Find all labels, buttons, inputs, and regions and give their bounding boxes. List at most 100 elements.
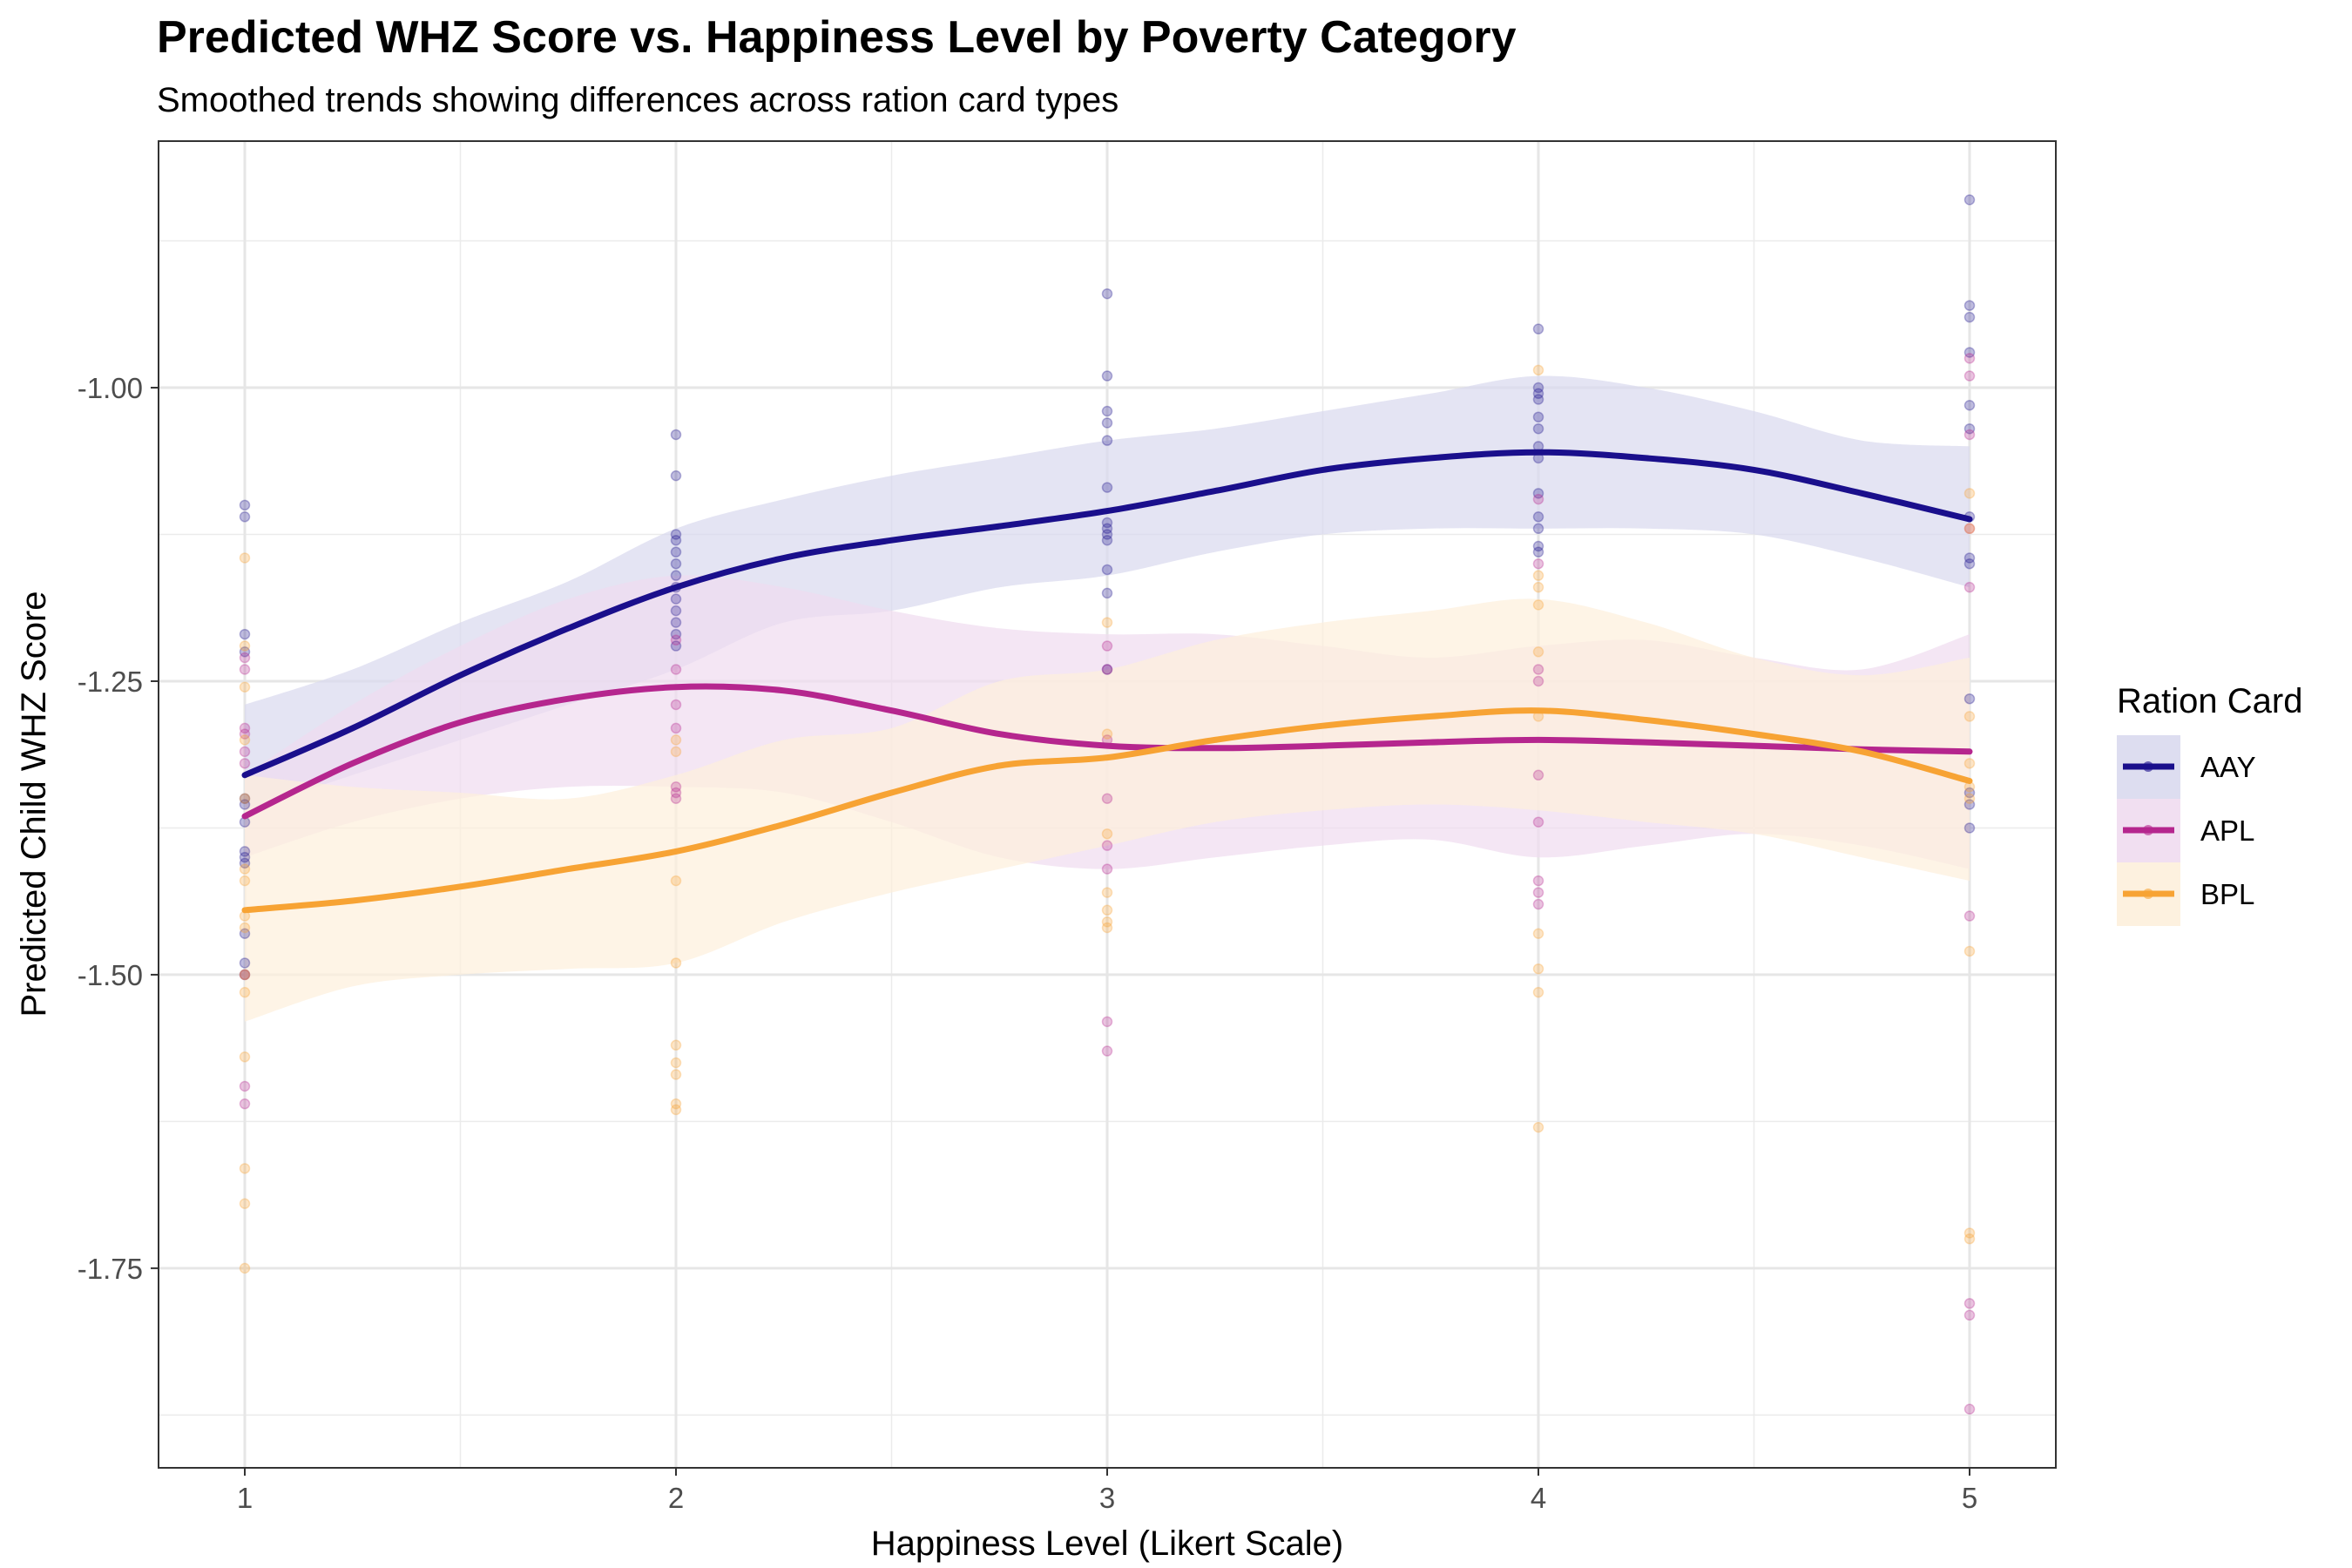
point-AAY bbox=[1101, 529, 1113, 540]
point-AAY bbox=[239, 857, 251, 869]
legend: Ration Card AAY APL BPL bbox=[2117, 682, 2302, 926]
point-AAY bbox=[239, 628, 251, 640]
point-APL bbox=[670, 787, 682, 799]
point-BPL bbox=[239, 863, 251, 875]
point-BPL bbox=[1101, 617, 1113, 628]
point-APL bbox=[1101, 664, 1113, 675]
point-BPL bbox=[1532, 928, 1544, 940]
point-BPL bbox=[239, 1163, 251, 1174]
point-BPL bbox=[239, 552, 251, 564]
point-APL bbox=[670, 634, 682, 646]
band-BPL bbox=[245, 598, 1970, 1022]
point-BPL bbox=[239, 734, 251, 746]
point-AAY bbox=[1963, 400, 1976, 411]
point-AAY bbox=[670, 558, 682, 570]
chart-title: Predicted WHZ Score vs. Happiness Level … bbox=[157, 12, 1517, 63]
point-APL bbox=[239, 758, 251, 769]
point-APL bbox=[1963, 1309, 1976, 1321]
point-BPL bbox=[670, 1057, 682, 1069]
point-BPL bbox=[670, 1104, 682, 1116]
point-AAY bbox=[1101, 417, 1113, 429]
point-AAY bbox=[1963, 787, 1976, 799]
point-APL bbox=[670, 793, 682, 805]
x-tick-label: 4 bbox=[1531, 1482, 1546, 1514]
x-tick-label: 5 bbox=[1962, 1482, 1977, 1514]
point-AAY bbox=[1532, 323, 1544, 335]
point-BPL bbox=[239, 681, 251, 693]
point-AAY bbox=[1532, 422, 1544, 435]
legend-key-APL bbox=[2117, 799, 2180, 862]
point-AAY bbox=[670, 529, 682, 540]
point-AAY bbox=[1963, 194, 1976, 206]
point-AAY bbox=[239, 969, 251, 981]
point-BPL bbox=[1101, 728, 1113, 740]
point-BPL bbox=[239, 1051, 251, 1063]
y-tick-label: -1.75 bbox=[78, 1253, 143, 1285]
confidence-bands bbox=[245, 375, 1970, 1022]
point-BPL bbox=[1532, 364, 1544, 376]
point-AAY bbox=[1532, 411, 1544, 422]
point-BPL bbox=[1963, 793, 1976, 805]
point-AAY bbox=[239, 499, 251, 511]
point-BPL bbox=[1963, 1233, 1976, 1245]
point-APL bbox=[1963, 1403, 1976, 1415]
legend-point bbox=[2143, 889, 2153, 899]
band-AAY bbox=[245, 375, 1970, 811]
line-AAY bbox=[241, 449, 1973, 779]
point-APL bbox=[1532, 664, 1544, 675]
point-BPL bbox=[670, 746, 682, 758]
point-APL bbox=[1532, 875, 1544, 887]
point-AAY bbox=[670, 570, 682, 581]
y-tick-label: -1.50 bbox=[78, 959, 143, 991]
point-AAY bbox=[670, 470, 682, 482]
point-AAY bbox=[1101, 534, 1113, 546]
point-BPL bbox=[1963, 711, 1976, 722]
point-AAY bbox=[1101, 664, 1113, 675]
point-AAY bbox=[1532, 488, 1544, 499]
point-APL bbox=[239, 722, 251, 734]
point-BPL bbox=[1532, 1121, 1544, 1133]
point-BPL bbox=[670, 1069, 682, 1080]
x-tick-label: 1 bbox=[237, 1482, 253, 1514]
point-AAY bbox=[1963, 311, 1976, 323]
point-AAY bbox=[239, 928, 251, 940]
point-APL bbox=[239, 664, 251, 675]
point-BPL bbox=[1101, 887, 1113, 898]
point-APL bbox=[1963, 581, 1976, 593]
legend-point bbox=[2143, 761, 2153, 772]
point-AAY bbox=[670, 534, 682, 546]
point-APL bbox=[239, 969, 251, 981]
point-BPL bbox=[1963, 523, 1976, 535]
legend-key-BPL bbox=[2117, 862, 2180, 926]
point-BPL bbox=[239, 875, 251, 887]
y-axis-title: Predicted Child WHZ Score bbox=[15, 591, 53, 1017]
point-BPL bbox=[1101, 828, 1113, 840]
smoothed-lines bbox=[241, 449, 1973, 914]
point-AAY bbox=[239, 846, 251, 857]
y-tick-label: -1.25 bbox=[78, 666, 143, 698]
point-AAY bbox=[670, 546, 682, 558]
point-APL bbox=[670, 664, 682, 675]
point-APL bbox=[1101, 1016, 1113, 1028]
point-AAY bbox=[670, 593, 682, 605]
point-APL bbox=[1101, 840, 1113, 851]
point-BPL bbox=[1101, 922, 1113, 934]
point-APL bbox=[1963, 429, 1976, 441]
point-AAY bbox=[1963, 347, 1976, 358]
point-APL bbox=[1963, 353, 1976, 364]
point-AAY bbox=[239, 957, 251, 969]
point-BPL bbox=[670, 1039, 682, 1051]
point-AAY bbox=[239, 799, 251, 810]
legend-label-AAY: AAY bbox=[2200, 751, 2256, 783]
point-AAY bbox=[1101, 587, 1113, 599]
point-BPL bbox=[670, 875, 682, 887]
point-AAY bbox=[1101, 523, 1113, 535]
point-APL bbox=[1532, 558, 1544, 570]
point-AAY bbox=[1101, 405, 1113, 417]
point-AAY bbox=[1963, 693, 1976, 705]
point-APL bbox=[239, 1080, 251, 1092]
point-BPL bbox=[1101, 916, 1113, 928]
point-AAY bbox=[1532, 382, 1544, 394]
point-AAY bbox=[1532, 540, 1544, 552]
point-BPL bbox=[239, 922, 251, 934]
